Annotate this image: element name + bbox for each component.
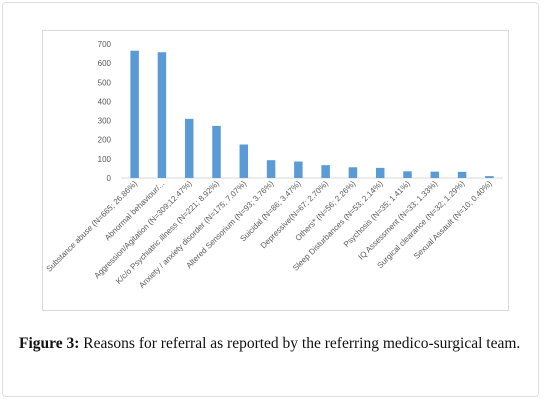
- figure-caption: Figure 3: Reasons for referral as report…: [19, 332, 531, 355]
- bar: [321, 165, 330, 178]
- bar: [375, 167, 385, 178]
- y-tick-label: 300: [98, 117, 112, 126]
- bar: [485, 176, 494, 178]
- y-tick-label: 100: [98, 155, 112, 164]
- bar: [239, 144, 249, 178]
- chart-area: 0 100 200 300 400 500 600 700 Substance abuse (N…: [42, 30, 509, 311]
- y-tick-label: 700: [98, 40, 112, 49]
- bar: [157, 52, 167, 179]
- y-tick-label: 0: [107, 174, 112, 183]
- bar: [184, 118, 194, 178]
- caption-text: Reasons for referral as reported by the …: [79, 335, 521, 352]
- caption-label: Figure 3:: [19, 335, 80, 352]
- x-tick-label: Aggression/Agitation (N=309;12.47%): [92, 179, 193, 280]
- bar: [348, 167, 358, 178]
- bar: [130, 50, 139, 179]
- bar: [294, 161, 303, 178]
- y-tick-label: 200: [98, 136, 112, 145]
- bar: [403, 171, 412, 178]
- y-tick-label: 600: [98, 59, 112, 68]
- y-tick-label: 400: [98, 97, 112, 106]
- figure-frame: 0 100 200 300 400 500 600 700 Substance abuse (N…: [2, 2, 539, 397]
- y-tick-label: 500: [98, 78, 112, 87]
- bar: [430, 171, 440, 178]
- bar: [457, 171, 467, 178]
- bar: [212, 125, 221, 178]
- bar: [266, 160, 276, 178]
- x-tick-label: K/c/o Psychiatric illness (N=221; 8.92%): [114, 179, 221, 286]
